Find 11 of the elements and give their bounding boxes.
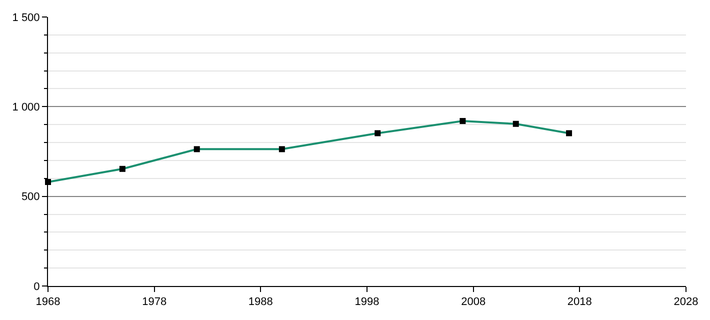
x-tick-label: 2018 <box>567 296 592 308</box>
y-tick-label: 0 <box>34 280 40 293</box>
y-tick-label: 500 <box>21 191 40 204</box>
x-tick-label: 1978 <box>142 296 167 308</box>
x-tick-label: 2028 <box>674 296 698 308</box>
x-tick-label: 1968 <box>36 296 60 308</box>
x-tick-label: 1988 <box>248 296 273 308</box>
x-tick-label: 2008 <box>461 296 486 308</box>
y-tick-label: 1 500 <box>12 12 40 24</box>
y-tick-label: 1 000 <box>12 102 40 114</box>
x-tick-label: 1998 <box>354 296 380 308</box>
